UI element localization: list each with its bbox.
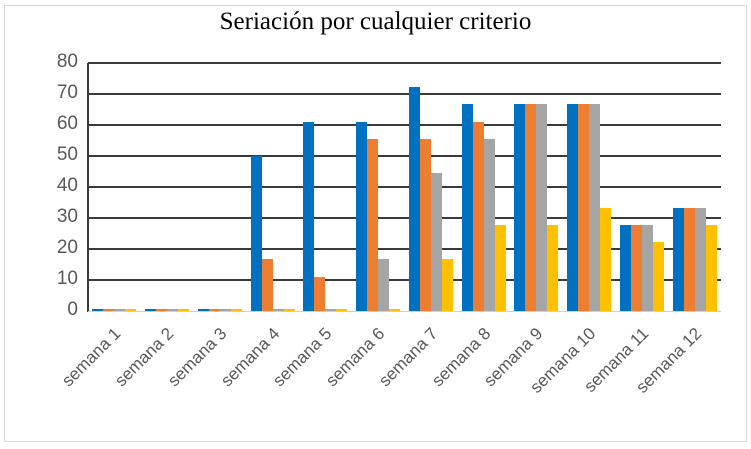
x-axis-line — [88, 311, 721, 312]
bar — [389, 309, 401, 311]
gridline — [88, 248, 721, 250]
gridline — [88, 124, 721, 126]
gridline — [88, 155, 721, 157]
bar — [261, 259, 273, 311]
bar — [167, 309, 179, 311]
chart-title: Seriación por cualquier criterio — [219, 8, 532, 35]
bar — [600, 207, 612, 311]
gridline — [88, 93, 721, 95]
bar — [683, 207, 695, 311]
bar — [441, 259, 453, 311]
bar — [250, 156, 262, 311]
bar — [578, 104, 590, 311]
bar — [378, 259, 390, 311]
plot-area — [87, 62, 721, 312]
bar — [125, 309, 137, 311]
y-tick-label: 50 — [56, 144, 78, 165]
bar — [461, 104, 473, 311]
bar — [494, 224, 506, 311]
bar — [694, 207, 706, 311]
bar — [219, 309, 231, 311]
bar — [536, 104, 548, 311]
bar — [705, 224, 717, 311]
bar — [619, 224, 631, 311]
bar — [589, 104, 601, 311]
gridline — [88, 62, 721, 64]
y-tick-label: 60 — [56, 113, 78, 134]
y-tick-label: 40 — [56, 175, 78, 196]
bar — [178, 309, 190, 311]
y-tick-label: 70 — [56, 82, 78, 103]
bar — [303, 121, 315, 311]
bar — [230, 309, 242, 311]
bar — [92, 309, 104, 311]
bar — [430, 173, 442, 311]
bar — [672, 207, 684, 311]
bar — [145, 309, 157, 311]
bar — [408, 87, 420, 311]
y-tick-label: 10 — [56, 268, 78, 289]
bar — [525, 104, 537, 311]
y-tick-label: 20 — [56, 237, 78, 258]
y-tick-label: 30 — [56, 206, 78, 227]
y-tick-label: 0 — [67, 299, 78, 320]
bar — [336, 309, 348, 311]
bar — [356, 121, 368, 311]
gridline — [88, 186, 721, 188]
bar — [314, 276, 326, 311]
gridline — [88, 217, 721, 219]
bar — [630, 224, 642, 311]
bar — [567, 104, 579, 311]
bar — [114, 309, 126, 311]
bar — [419, 138, 431, 311]
bar — [472, 121, 484, 311]
y-tick-label: 80 — [56, 51, 78, 72]
bar — [272, 309, 284, 311]
bar — [641, 224, 653, 311]
bar — [514, 104, 526, 311]
bar — [208, 309, 220, 311]
bar — [197, 309, 209, 311]
bar — [652, 242, 664, 311]
gridline — [88, 279, 721, 281]
bar — [103, 309, 115, 311]
bar — [367, 138, 379, 311]
bar — [483, 138, 495, 311]
bar — [156, 309, 168, 311]
bar — [547, 224, 559, 311]
bar — [283, 309, 295, 311]
bar — [325, 309, 337, 311]
